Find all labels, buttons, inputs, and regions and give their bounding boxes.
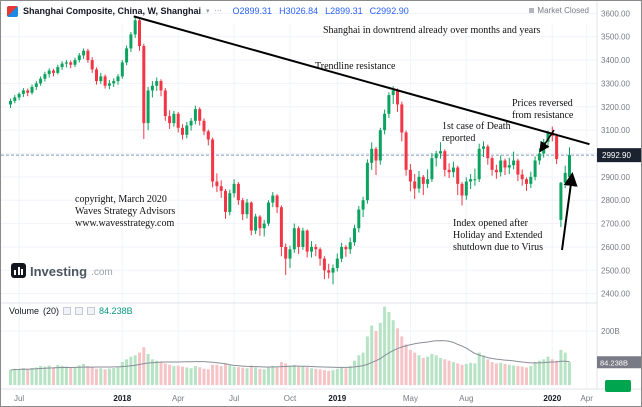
market-status: Market Closed xyxy=(529,6,589,15)
annotation-downtrend: Shanghai in downtrend already over month… xyxy=(323,25,541,36)
svg-text:2900.00: 2900.00 xyxy=(601,173,630,182)
svg-text:2020: 2020 xyxy=(543,394,561,403)
svg-text:2019: 2019 xyxy=(328,394,346,403)
annotation-copyright: copyright, March 2020 Waves Strategy Adv… xyxy=(75,194,176,230)
svg-text:3400.00: 3400.00 xyxy=(601,56,630,65)
investing-brand: Investing xyxy=(30,264,88,279)
svg-text:Jul: Jul xyxy=(14,394,24,403)
investing-logo[interactable]: Investing .com xyxy=(11,263,113,278)
svg-text:Apr: Apr xyxy=(580,394,593,403)
low-value: L2899.31 xyxy=(325,6,363,16)
svg-text:2500.00: 2500.00 xyxy=(601,266,630,275)
high-value: H3026.84 xyxy=(279,6,319,16)
svg-text:84.238B: 84.238B xyxy=(600,358,628,367)
svg-text:Aug: Aug xyxy=(459,394,473,403)
svg-text:3300.00: 3300.00 xyxy=(601,79,630,88)
annotation-trendline-label: Trendline resistance xyxy=(315,61,396,72)
close-icon[interactable] xyxy=(87,307,96,315)
svg-text:3600.00: 3600.00 xyxy=(601,9,630,18)
svg-text:Jul: Jul xyxy=(229,394,239,403)
volume-legend: Volume (20) 84.238B xyxy=(9,306,133,316)
open-value: O2899.31 xyxy=(232,6,273,16)
settings-icon[interactable] xyxy=(75,307,84,315)
volume-value: 84.238B xyxy=(99,306,133,316)
annotation-death-case: 1st case of Death reported xyxy=(442,121,511,145)
annotation-virus: Index opened after Holiday and Extended … xyxy=(453,218,544,254)
svg-text:Apr: Apr xyxy=(172,394,185,403)
svg-text:2400.00: 2400.00 xyxy=(601,290,630,299)
close-value: C2992.90 xyxy=(369,6,409,16)
svg-text:2992.90: 2992.90 xyxy=(602,151,631,160)
volume-label: Volume xyxy=(9,306,40,316)
chart-toolbar: Shanghai Composite, China, W, Shanghai ▾… xyxy=(1,1,409,21)
market-status-icon xyxy=(529,8,535,13)
svg-text:2600.00: 2600.00 xyxy=(601,243,630,252)
svg-text:200B: 200B xyxy=(601,327,620,336)
svg-text:2700.00: 2700.00 xyxy=(601,220,630,229)
market-status-label: Market Closed xyxy=(537,6,589,15)
svg-text:3500.00: 3500.00 xyxy=(601,33,630,42)
more-options-icon[interactable]: ⋯ xyxy=(214,7,222,15)
chevron-down-icon[interactable]: ▾ xyxy=(206,7,210,15)
symbol-logo xyxy=(7,5,18,17)
volume-param: (20) xyxy=(43,306,60,316)
annotation-reversal: Prices reversed from resistance xyxy=(512,98,574,122)
svg-text:3200.00: 3200.00 xyxy=(601,103,630,112)
visibility-icon[interactable] xyxy=(63,307,72,315)
investing-bars-icon xyxy=(11,263,26,278)
svg-text:May: May xyxy=(403,394,418,403)
svg-text:2800.00: 2800.00 xyxy=(601,196,630,205)
svg-text:2018: 2018 xyxy=(113,394,131,403)
green-badge[interactable] xyxy=(605,380,631,392)
ohlc-values: O2899.31 H3026.84 L2899.31 C2992.90 xyxy=(233,6,409,16)
investing-suffix: .com xyxy=(91,267,113,278)
svg-text:3100.00: 3100.00 xyxy=(601,126,630,135)
svg-text:Oct: Oct xyxy=(284,394,297,403)
symbol-title[interactable]: Shanghai Composite, China, W, Shanghai xyxy=(23,6,202,16)
